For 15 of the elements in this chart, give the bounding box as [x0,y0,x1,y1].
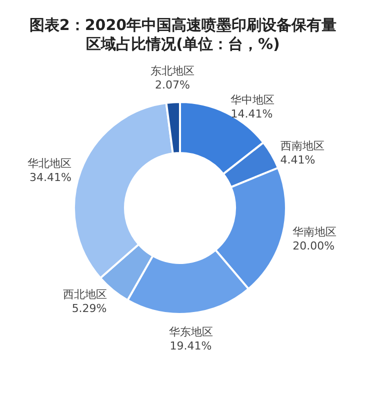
data-label: 34.41% [29,171,72,184]
slice-label: 西南地区 [280,140,324,153]
slice-label: 华东地区 [168,326,213,338]
slice-label: 东北地区 [150,64,194,78]
data-label: 19.41% [170,340,212,352]
chart-title: 图表2：2020年中国高速喷墨印刷设备保有量区域占比情况(单位：台，%) [29,16,337,53]
slice-label: 华南地区 [292,226,337,239]
data-label: 20.00% [292,240,335,253]
data-label: 4.41% [280,154,316,167]
slice-label: 华北地区 [27,157,72,170]
slice-label: 西北地区 [62,288,107,301]
data-label: 5.29% [72,302,107,315]
data-label: 14.41% [230,108,273,121]
data-label: 2.07% [154,78,190,92]
slice-label: 华中地区 [230,94,275,107]
